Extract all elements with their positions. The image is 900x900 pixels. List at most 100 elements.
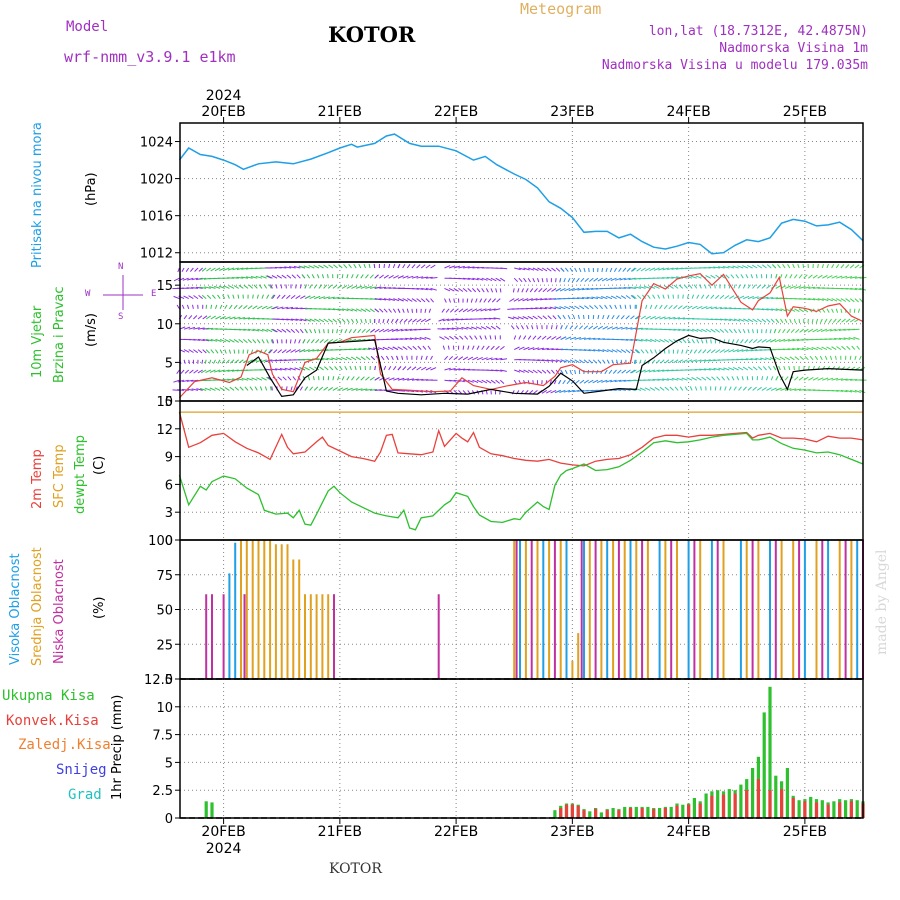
wind-barb [616, 326, 623, 330]
wind-barb [558, 379, 562, 385]
wind-barb [579, 349, 587, 351]
wind-barb [296, 274, 301, 279]
wind-barb [229, 316, 236, 320]
wind-barb [393, 377, 400, 381]
wind-barb [365, 286, 372, 289]
wind-barb [279, 359, 287, 362]
wind-barb [232, 267, 239, 271]
wind-barb [295, 386, 298, 391]
wind-barb [522, 298, 529, 302]
wind-barb [560, 336, 567, 340]
wind-barb [854, 355, 857, 360]
wind-barb [245, 276, 253, 279]
wind-barb [622, 267, 627, 272]
y-tick-label: 100 [148, 534, 173, 549]
wind-barb [247, 339, 252, 344]
wind-barb [379, 308, 384, 313]
wind-barb [252, 339, 257, 344]
wind-barb [361, 328, 366, 334]
wind-barb [341, 376, 345, 381]
wind-barb [307, 376, 311, 381]
wind-barb [374, 376, 380, 381]
wind-barb [332, 318, 338, 323]
wind-barb [639, 387, 646, 391]
wind-barb [342, 297, 350, 300]
wind-barb [323, 386, 329, 391]
wind-barb [261, 328, 268, 332]
wind-barb [365, 356, 371, 361]
wind-barb [424, 308, 427, 313]
wind-barb [444, 265, 451, 269]
wind-barb [400, 338, 408, 340]
wind-barb [256, 294, 259, 299]
wind-barb [673, 328, 681, 331]
wind-barb [532, 315, 538, 320]
wind-barb [306, 339, 311, 344]
wind-barb [472, 288, 477, 293]
wind-barb [569, 325, 573, 330]
wind-barb [388, 274, 394, 279]
wind-barb [728, 328, 733, 334]
station-title: KOTOR [328, 22, 416, 47]
wind-barb [588, 337, 596, 340]
footer-station: KOTOR [329, 861, 382, 877]
wind-barb [223, 285, 230, 289]
wind-barb [439, 336, 445, 340]
wind-barb [173, 295, 180, 300]
wind-barb [661, 277, 669, 279]
wind-barb [318, 264, 324, 269]
wind-barb [778, 365, 781, 371]
wind-barb [719, 349, 725, 353]
wind-barb [698, 349, 702, 354]
wind-barb [357, 328, 362, 334]
wind-barb [654, 349, 658, 354]
wind-barb [301, 274, 306, 279]
wind-barb [634, 359, 637, 364]
wind-barb [593, 325, 599, 330]
wind-barb [597, 359, 602, 364]
wind-barb [690, 359, 697, 363]
wind-barb [631, 294, 637, 299]
wind-barb [411, 264, 416, 269]
wind-barb [292, 376, 297, 381]
wind-barb [659, 386, 665, 391]
wind-barb [649, 387, 656, 391]
wind-barb [788, 365, 791, 371]
wind-barb [284, 266, 292, 269]
wind-barb [593, 349, 600, 352]
wind-barb [673, 305, 678, 310]
wind-barb [400, 328, 408, 332]
wind-barb [407, 298, 413, 302]
wind-barb [588, 267, 590, 273]
wind-barb [850, 276, 857, 279]
wind-barb [517, 316, 524, 320]
wind-barb [542, 359, 549, 362]
wind-barb [342, 308, 349, 312]
wind-barb [773, 329, 777, 334]
wind-barb [247, 328, 255, 332]
wind-barb [747, 329, 750, 334]
wind-barb [323, 308, 331, 311]
wind-barb [840, 389, 848, 393]
wind-barb [518, 277, 523, 283]
wind-barb [583, 267, 586, 273]
wind-barb [344, 328, 348, 334]
wind-barb [324, 366, 329, 371]
wind-barb [388, 308, 392, 313]
wind-barb [323, 329, 325, 334]
wind-barb [689, 349, 693, 354]
wind-barb [733, 284, 736, 289]
wind-barb [210, 315, 216, 320]
wind-barb [467, 277, 475, 281]
compass-s: S [118, 312, 124, 322]
wind-barb [256, 339, 261, 344]
wind-barb [341, 274, 344, 279]
wind-barb [289, 367, 296, 371]
wind-barb [231, 277, 239, 279]
wind-barb [202, 315, 208, 320]
wind-barb [709, 284, 712, 289]
wind-barb [835, 355, 837, 360]
wind-barb [831, 308, 834, 313]
wind-barb [193, 327, 200, 330]
wind-barb [668, 338, 674, 343]
